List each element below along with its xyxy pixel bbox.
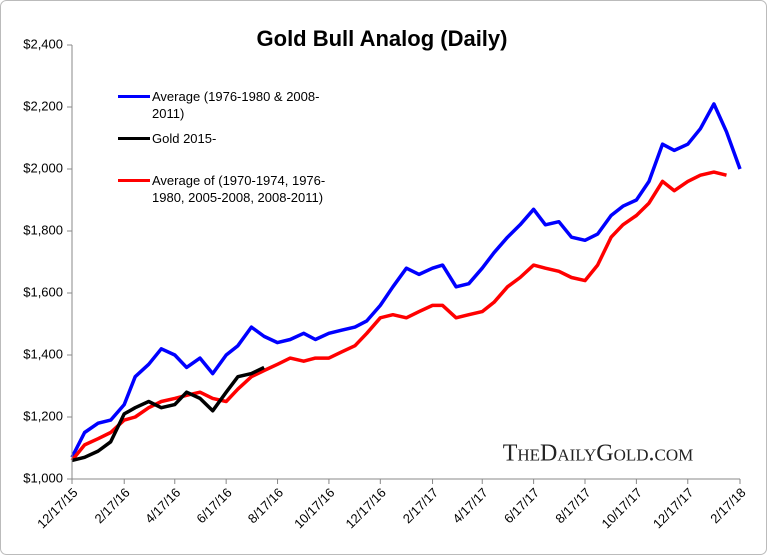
- series-line: [70, 102, 742, 459]
- watermark: TheDailyGold.com: [503, 441, 694, 467]
- legend-swatch: [118, 137, 150, 140]
- legend-label: Average of (1970-1974, 1976-1980, 2005-2…: [152, 173, 326, 205]
- y-tick-label: $1,600: [23, 284, 63, 299]
- legend-label: Gold 2015-: [152, 131, 217, 146]
- legend-item: Average of (1970-1974, 1976-1980, 2005-2…: [118, 172, 327, 206]
- legend-swatch: [118, 179, 150, 182]
- y-tick-label: $1,400: [23, 346, 63, 361]
- y-tick-label: $2,400: [23, 36, 63, 51]
- y-tick-label: $1,800: [23, 222, 63, 237]
- chart-title: Gold Bull Analog (Daily): [257, 26, 508, 51]
- legend-item: Average (1976-1980 & 2008-2011): [118, 88, 327, 122]
- y-tick-label: $1,000: [23, 470, 63, 485]
- y-tick-label: $2,000: [23, 160, 63, 175]
- series-line: [71, 365, 265, 463]
- legend-label: Average (1976-1980 & 2008-2011): [152, 89, 320, 121]
- legend-item: Gold 2015-: [118, 130, 327, 147]
- legend-swatch: [118, 95, 150, 98]
- y-tick-label: $1,200: [23, 408, 63, 423]
- y-tick-label: $2,200: [23, 98, 63, 113]
